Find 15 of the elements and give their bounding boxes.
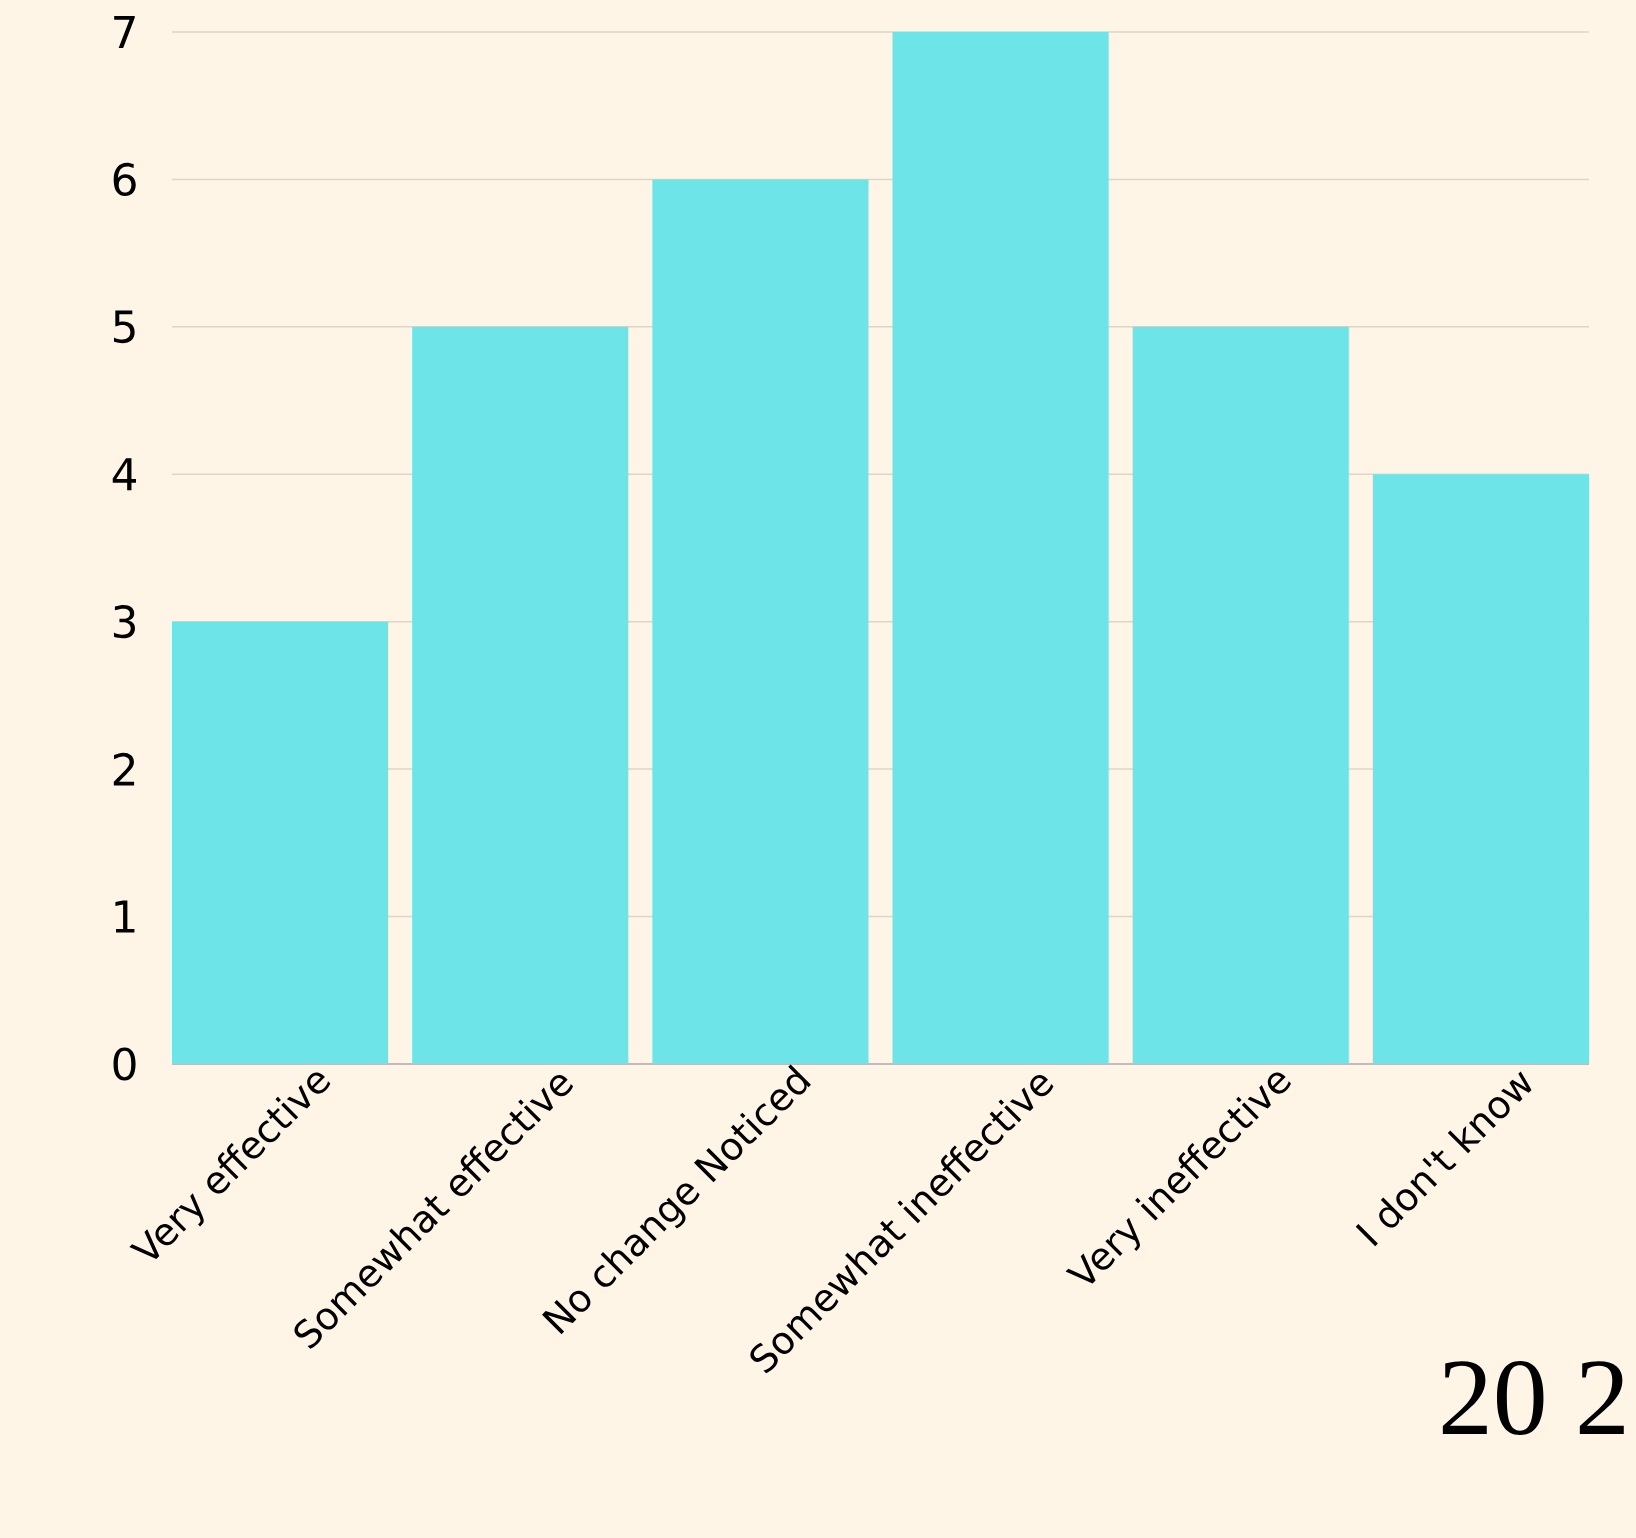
y-tick-label: 5 <box>113 310 135 344</box>
bar <box>1132 326 1349 1064</box>
y-tick-label: 7 <box>114 16 135 48</box>
y-tick-label: 2 <box>113 752 135 786</box>
text: 20 2 <box>1442 1361 1624 1435</box>
y-tick-label: 3 <box>113 605 135 639</box>
bar <box>412 326 629 1064</box>
y-tick-label: 1 <box>115 900 135 933</box>
y-tick-label: 0 <box>113 1047 136 1081</box>
bar <box>1372 474 1589 1064</box>
bar <box>652 179 869 1064</box>
bar <box>892 31 1109 1064</box>
y-tick-label: 4 <box>112 458 137 491</box>
bar <box>172 621 389 1064</box>
y-tick-label: 6 <box>113 162 136 196</box>
